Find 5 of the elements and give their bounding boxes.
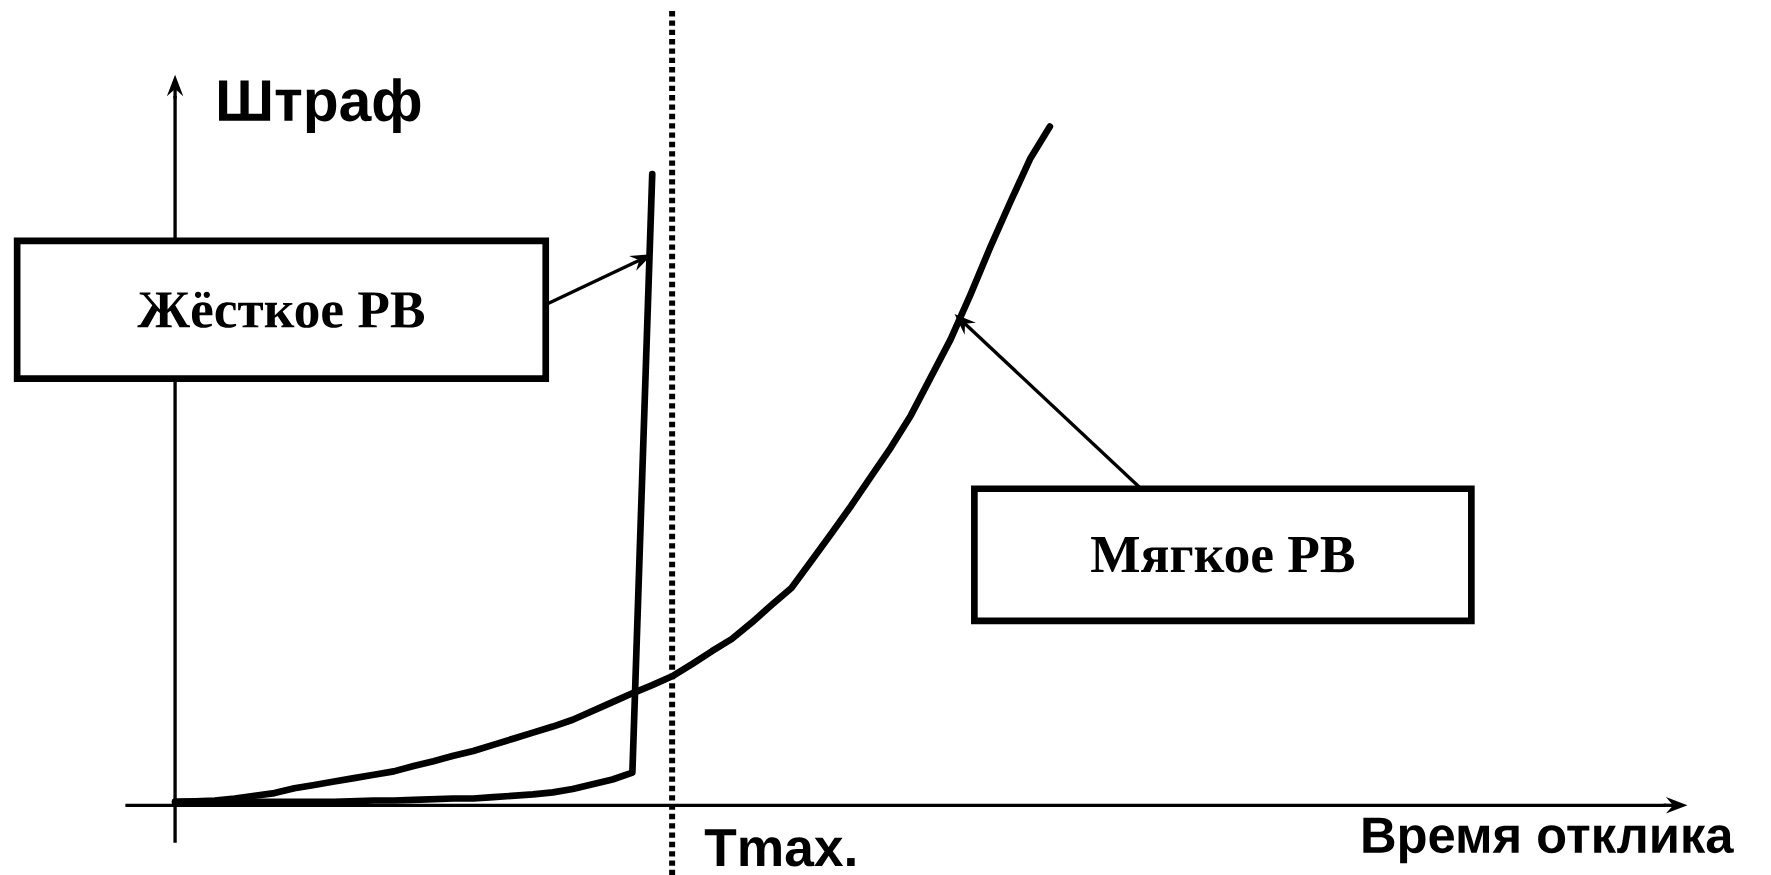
text: Мягкое РВ	[1091, 536, 1354, 573]
text: Tmax.	[704, 829, 855, 867]
text: Время отклика	[1363, 817, 1734, 863]
legend-label: Жёсткое РВ	[137, 291, 425, 328]
y-axis-title: Штраф	[219, 78, 421, 133]
